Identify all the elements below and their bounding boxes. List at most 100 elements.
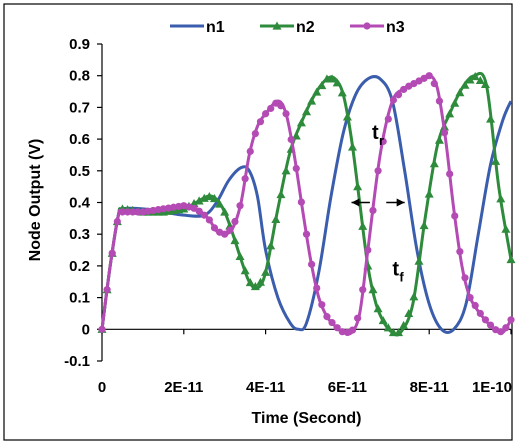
data-point-n3 <box>430 80 438 88</box>
data-point-n3 <box>354 314 362 322</box>
data-point-n3 <box>98 325 106 333</box>
data-point-n3 <box>461 274 469 282</box>
data-point-n2 <box>358 221 368 230</box>
data-point-n2 <box>255 277 265 286</box>
series-n1 <box>100 74 513 334</box>
y-tick-label: 0.5 <box>69 163 90 180</box>
legend-label-n1: n1 <box>206 19 225 36</box>
data-point-n2 <box>342 112 352 121</box>
data-point-n3 <box>425 72 433 80</box>
data-point-n2 <box>373 304 383 313</box>
data-point-n2 <box>235 251 245 260</box>
data-point-n2 <box>429 159 439 168</box>
data-point-n2 <box>307 96 317 105</box>
legend-label-n2: n2 <box>296 19 315 36</box>
data-point-n2 <box>465 75 475 84</box>
data-point-n2 <box>209 194 219 203</box>
legend-label-n3: n3 <box>386 19 405 36</box>
data-point-n2 <box>506 255 516 264</box>
data-point-n2 <box>230 236 240 245</box>
data-point-n3 <box>364 246 372 254</box>
data-point-n2 <box>348 142 358 151</box>
data-point-n3 <box>302 230 311 238</box>
data-point-n2 <box>353 182 363 191</box>
y-tick-label: 0.2 <box>69 258 90 275</box>
data-point-n2 <box>332 78 342 87</box>
data-point-n3 <box>502 324 510 332</box>
data-point-n3 <box>446 170 454 178</box>
data-point-n2 <box>266 241 276 250</box>
legend-item-n1: n1 <box>170 19 225 36</box>
data-point-n2 <box>394 327 404 337</box>
data-point-n2 <box>276 190 286 199</box>
data-point-n3 <box>108 249 116 257</box>
data-point-n2 <box>409 292 419 301</box>
data-point-n3 <box>210 224 219 232</box>
data-point-n2 <box>491 156 501 165</box>
data-point-n3 <box>308 260 316 268</box>
data-point-n3 <box>359 286 367 294</box>
legend-marker-n3 <box>363 22 371 30</box>
time-arrow <box>351 198 370 207</box>
data-point-n2 <box>460 80 470 89</box>
data-point-n2 <box>378 316 388 325</box>
data-point-n3 <box>384 115 392 123</box>
arrow-head <box>351 198 360 207</box>
data-point-n3 <box>256 118 265 126</box>
y-tick-label: -0.1 <box>64 353 90 370</box>
data-point-n3 <box>103 286 111 294</box>
legend-item-n2: n2 <box>260 19 315 36</box>
data-point-n2 <box>215 199 225 208</box>
data-point-n3 <box>205 216 213 224</box>
data-point-n3 <box>394 91 403 99</box>
data-point-n3 <box>435 97 444 105</box>
data-point-n3 <box>466 294 474 302</box>
data-point-n3 <box>241 175 249 183</box>
y-tick-label: 0 <box>82 321 90 338</box>
legend: n1 n2 n3 <box>170 19 405 36</box>
data-point-n3 <box>369 206 377 215</box>
y-tick-label: 0.4 <box>69 195 91 212</box>
data-point-n2 <box>404 308 414 318</box>
y-tick-label: 0.6 <box>69 131 90 148</box>
data-point-n3 <box>476 309 484 318</box>
data-point-n2 <box>424 189 434 198</box>
data-point-n3 <box>333 324 341 332</box>
y-tick-label: 0.3 <box>69 226 90 243</box>
data-point-n3 <box>231 217 239 226</box>
data-point-n3 <box>226 226 234 234</box>
x-tick-label: 1E-10 <box>472 379 512 396</box>
data-point-n2 <box>317 80 327 90</box>
data-point-n2 <box>455 88 465 97</box>
data-point-n3 <box>267 104 275 113</box>
data-point-n2 <box>496 194 506 203</box>
data-point-n3 <box>486 321 495 329</box>
data-point-n3 <box>497 328 505 336</box>
data-point-n3 <box>134 208 142 216</box>
data-point-n3 <box>374 167 382 175</box>
data-point-n2 <box>245 278 255 287</box>
annotation-subscript: r <box>379 133 384 148</box>
x-axis-title: Time (Second) <box>252 410 362 427</box>
axes: -0.1 0 0.1 0.2 0.3 0.4 0.5 0.6 0.7 0.8 0.9 0 2E-11 4E… <box>64 36 512 396</box>
data-point-n2 <box>501 224 511 233</box>
y-tick-label: 0.8 <box>69 68 90 85</box>
data-point-n3 <box>323 313 331 321</box>
data-point-n2 <box>434 135 444 144</box>
arrow-head <box>396 198 405 207</box>
annotation-subscript: f <box>399 269 404 284</box>
annotations: t rt f <box>351 122 405 284</box>
data-point-n3 <box>282 110 290 118</box>
data-point-n2 <box>419 220 429 230</box>
data-point-n3 <box>118 208 127 216</box>
data-point-n2 <box>450 98 460 107</box>
data-point-n3 <box>507 316 515 324</box>
data-point-n3 <box>236 202 244 210</box>
legend-item-n3: n3 <box>350 19 405 36</box>
data-point-n2 <box>383 323 393 332</box>
y-tick-label: 0.7 <box>69 99 90 116</box>
x-tick-label: 4E-11 <box>246 379 285 396</box>
data-point-n3 <box>318 301 326 309</box>
